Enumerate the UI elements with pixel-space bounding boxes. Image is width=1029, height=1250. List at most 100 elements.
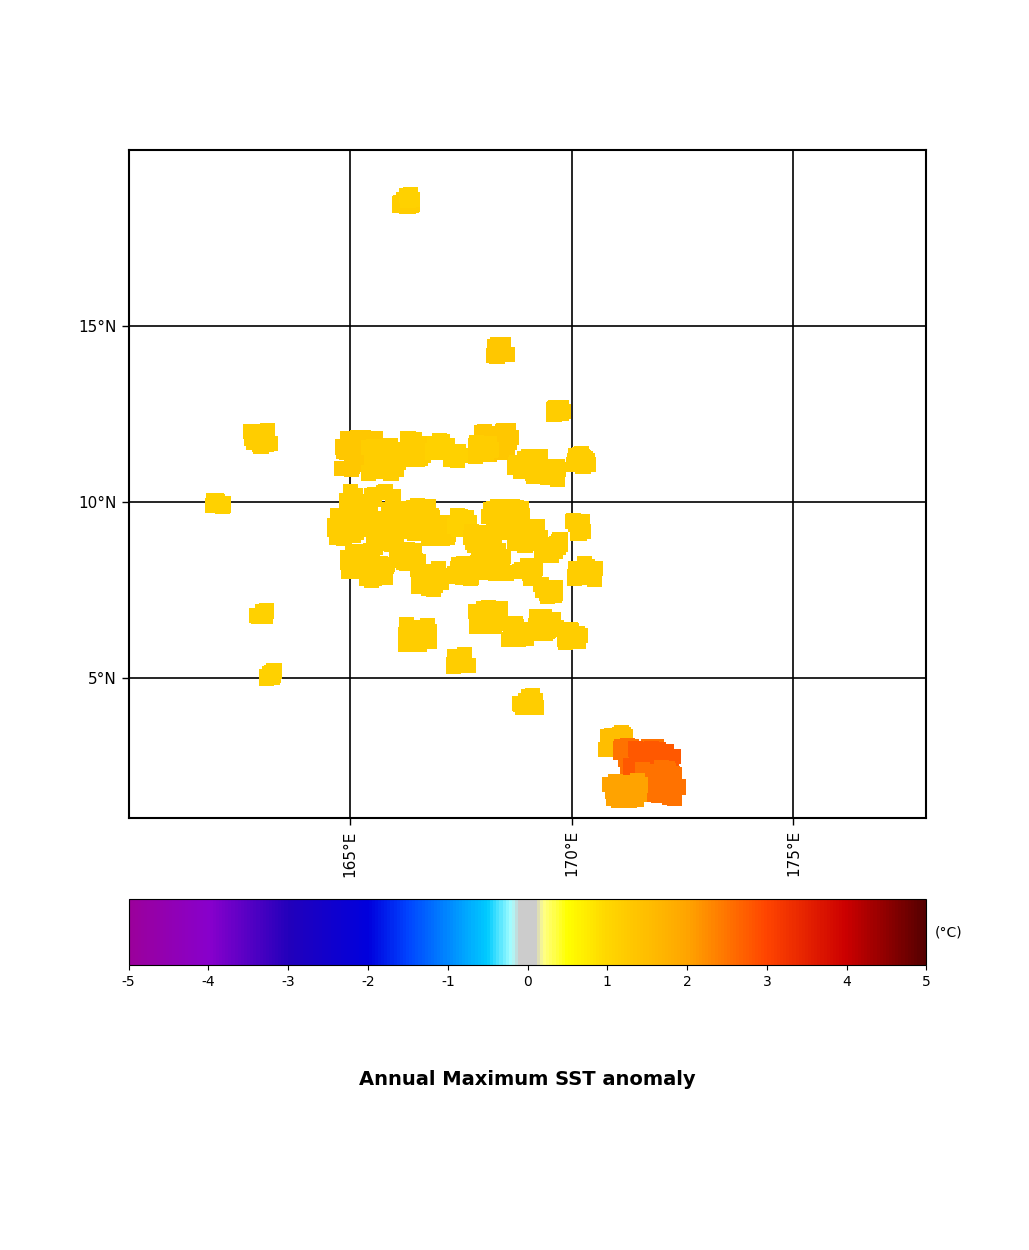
Point <box>523 564 539 584</box>
Point <box>636 771 652 791</box>
Point <box>213 494 229 514</box>
Point <box>450 441 466 461</box>
Point <box>400 432 417 452</box>
Point <box>453 648 469 668</box>
Point <box>553 404 569 424</box>
Point <box>642 761 659 781</box>
Point <box>467 440 484 460</box>
Point <box>513 698 530 718</box>
Point <box>523 568 539 588</box>
Point <box>475 552 492 572</box>
Point <box>473 426 490 446</box>
Point <box>472 609 489 629</box>
Point <box>622 775 638 795</box>
Point <box>639 762 655 782</box>
Point <box>540 581 557 601</box>
Point <box>502 619 519 639</box>
Point <box>469 610 486 630</box>
Point <box>423 512 439 532</box>
Point <box>485 522 501 542</box>
Point <box>432 566 449 586</box>
Point <box>465 524 482 544</box>
Point <box>541 616 558 636</box>
Point <box>493 344 509 364</box>
Point <box>383 455 399 475</box>
Point <box>569 626 586 646</box>
Point <box>520 446 536 466</box>
Point <box>488 509 504 529</box>
Point <box>482 429 498 449</box>
Point <box>341 556 357 576</box>
Point <box>402 185 419 205</box>
Point <box>447 448 463 468</box>
Point <box>326 520 343 540</box>
Point <box>410 439 426 459</box>
Point <box>379 526 395 546</box>
Point <box>468 432 485 452</box>
Point <box>397 624 414 644</box>
Point <box>615 725 632 745</box>
Point <box>617 750 634 770</box>
Point <box>370 509 387 529</box>
Point <box>498 435 514 455</box>
Point <box>424 508 440 528</box>
Point <box>380 499 396 519</box>
Point <box>616 772 633 792</box>
Point <box>361 495 378 515</box>
Point <box>446 655 462 675</box>
Point <box>557 621 573 641</box>
Point <box>558 632 574 652</box>
Point <box>492 436 508 456</box>
Point <box>629 771 645 791</box>
Point <box>613 730 630 750</box>
Point <box>640 784 657 804</box>
Point <box>520 450 536 470</box>
Point <box>634 760 650 780</box>
Point <box>209 491 225 511</box>
Point <box>463 521 480 541</box>
Point <box>639 740 655 760</box>
Point <box>357 512 374 532</box>
Point <box>243 422 259 442</box>
Point <box>545 540 562 560</box>
Point <box>415 564 431 584</box>
Point <box>612 742 629 762</box>
Point <box>514 621 531 641</box>
Point <box>445 565 461 585</box>
Point <box>398 622 415 642</box>
Point <box>451 441 467 461</box>
Point <box>571 512 588 532</box>
Point <box>361 458 378 478</box>
Point <box>666 746 682 766</box>
Point <box>435 524 452 544</box>
Point <box>350 500 366 520</box>
Point <box>436 438 453 458</box>
Point <box>367 518 384 538</box>
Point <box>476 441 493 461</box>
Point <box>577 449 594 469</box>
Point <box>521 559 537 579</box>
Point <box>215 496 232 516</box>
Point <box>634 755 650 775</box>
Point <box>425 561 441 581</box>
Point <box>539 545 556 565</box>
Point <box>487 556 503 576</box>
Point <box>366 560 383 580</box>
Point <box>492 599 508 619</box>
Point <box>627 752 643 772</box>
Point <box>405 498 422 518</box>
Point <box>512 499 529 519</box>
Point <box>544 582 561 602</box>
Point <box>472 435 489 455</box>
Point <box>501 432 518 452</box>
Point <box>504 521 521 541</box>
Point <box>483 599 499 619</box>
Point <box>497 425 513 445</box>
Point <box>384 498 400 518</box>
Point <box>627 764 643 784</box>
Point <box>554 398 570 418</box>
Point <box>419 616 435 636</box>
Point <box>340 552 356 572</box>
Point <box>639 765 655 785</box>
Point <box>418 575 434 595</box>
